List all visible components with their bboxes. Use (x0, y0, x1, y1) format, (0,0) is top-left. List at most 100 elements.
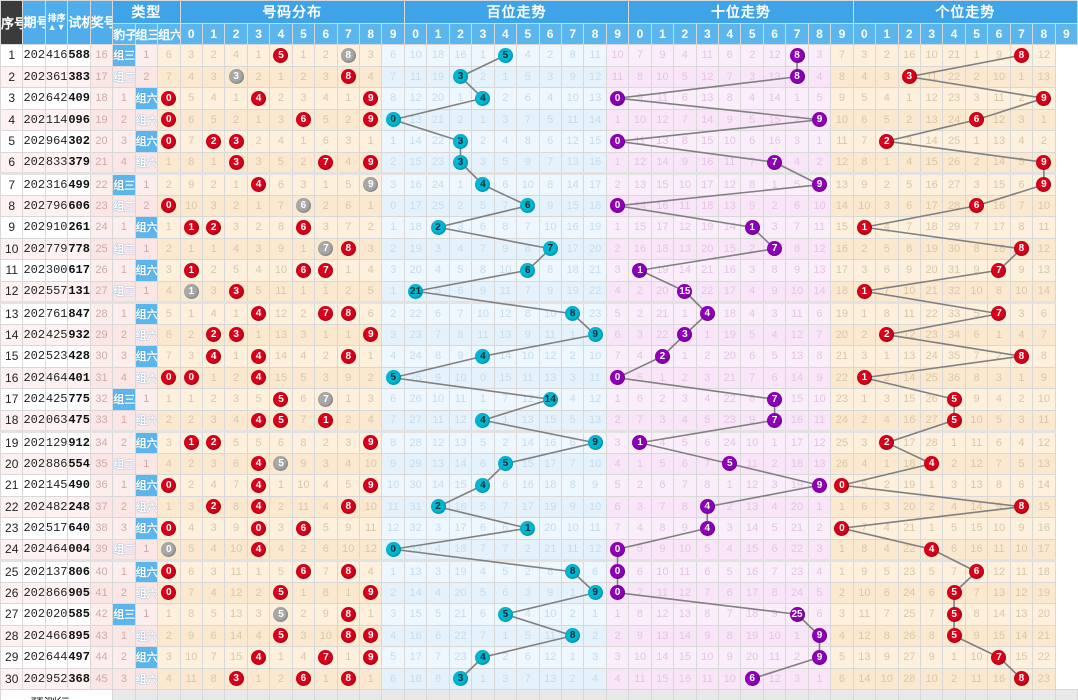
row-qihao[interactable]: 2025049 (22, 538, 46, 561)
prediction-cell-2[interactable] (157, 689, 181, 700)
prediction-cell-15[interactable] (448, 689, 473, 700)
header-ge-digit-5[interactable]: 5 (964, 23, 989, 45)
prediction-cell-40[interactable] (1009, 689, 1034, 700)
row-qihao[interactable]: 2025026 (22, 44, 46, 67)
sort-control[interactable]: 排序 ▲▼ (48, 13, 66, 32)
table-row[interactable]: 252025050137806401组六06311156784113319452… (0, 559, 1078, 583)
prediction-cell-41[interactable] (1032, 689, 1056, 700)
table-row[interactable]: 212025046145490361组六02474110459103014154… (0, 474, 1078, 497)
prediction-cell-14[interactable] (426, 689, 450, 700)
prediction-cell-24[interactable] (650, 689, 675, 700)
header-bai-digit-3[interactable]: 3 (471, 23, 495, 45)
header-bai-digit-8[interactable]: 8 (583, 23, 607, 45)
table-row[interactable]: 10202503577977825组三121143917832193479871… (0, 237, 1078, 260)
row-qihao[interactable]: 2025042 (22, 388, 46, 411)
row-qihao[interactable]: 2025048 (22, 517, 46, 540)
header-shi-digit-1[interactable]: 1 (650, 23, 675, 45)
prediction-cell-22[interactable] (605, 689, 630, 700)
header-shi-digit-6[interactable]: 6 (762, 23, 787, 45)
header-shi-digit-8[interactable]: 8 (807, 23, 832, 45)
prediction-cell-3[interactable] (179, 689, 203, 700)
table-row[interactable]: 20202504588655435组三142364593410929131465… (0, 452, 1078, 475)
table-row[interactable]: 292025054644497442组六31071541471951772342… (0, 646, 1078, 669)
row-qihao[interactable]: 2025029 (22, 108, 46, 131)
prediction-cell-7[interactable] (269, 689, 293, 700)
header-ge-digit-4[interactable]: 4 (942, 23, 966, 45)
table-row[interactable]: 182025043063475331组六22344571247271112411… (0, 409, 1078, 432)
prediction-cell-11[interactable] (358, 689, 383, 700)
row-qihao[interactable]: 2025037 (22, 280, 46, 303)
prediction-cell-42[interactable] (1054, 689, 1078, 700)
prediction-cell-8[interactable] (291, 689, 316, 700)
table-row[interactable]: 302025055952368453组六41183126181618831371… (0, 667, 1078, 690)
prediction-cell-4[interactable] (201, 689, 226, 700)
header-shi-digit-4[interactable]: 4 (717, 23, 742, 45)
prediction-cell-35[interactable] (897, 689, 921, 700)
row-qihao[interactable]: 2025047 (22, 495, 46, 518)
row-qihao[interactable]: 2025028 (22, 87, 46, 110)
prediction-cell-23[interactable] (628, 689, 652, 700)
header-sort[interactable]: 排序 ▲▼ (44, 0, 69, 45)
header-type-0[interactable]: 豹子 (112, 23, 136, 45)
header-dist-digit-0[interactable]: 0 (179, 23, 203, 45)
table-row[interactable]: 24202504946400439组三105410442610120334187… (0, 538, 1078, 561)
table-row[interactable]: 62025031833379214组六181335274921523335971… (0, 151, 1078, 174)
table-row[interactable]: 8202503379660623组三2010321762610172525769… (0, 194, 1078, 217)
prediction-cell-1[interactable] (134, 689, 159, 700)
header-dist-digit-6[interactable]: 6 (314, 23, 338, 45)
header-type-1[interactable]: 组三 (134, 23, 159, 45)
prediction-cell-29[interactable] (762, 689, 787, 700)
table-row[interactable]: 52025030964302203组六072324163111422324861… (0, 130, 1078, 153)
header-ge-digit-2[interactable]: 2 (897, 23, 921, 45)
table-row[interactable]: 112025036300617261组六31254106714320458106… (0, 259, 1078, 282)
header-shi-digit-3[interactable]: 3 (695, 23, 720, 45)
header-shi-digit-7[interactable]: 7 (785, 23, 809, 45)
prediction-row[interactable]: 预测行一 (0, 689, 1078, 700)
table-row[interactable]: 142025039425932292组六62231133119323781113… (0, 323, 1078, 346)
header-dist-digit-9[interactable]: 9 (381, 23, 405, 45)
row-qihao[interactable]: 2025051 (22, 581, 46, 604)
table-row[interactable]: 232025048517640383组六04390365911123231766… (0, 517, 1078, 540)
header-bai-digit-6[interactable]: 6 (538, 23, 562, 45)
row-qihao[interactable]: 2025027 (22, 65, 46, 88)
header-shi-digit-9[interactable]: 9 (830, 23, 854, 45)
row-qihao[interactable]: 2025040 (22, 345, 46, 368)
header-ge-digit-1[interactable]: 1 (875, 23, 899, 45)
prediction-cell-21[interactable] (583, 689, 607, 700)
prediction-cell-0[interactable] (112, 689, 136, 700)
row-qihao[interactable]: 2025030 (22, 130, 46, 153)
prediction-cell-9[interactable] (314, 689, 338, 700)
table-row[interactable]: 7202503231649922组三1292146315931624146108… (0, 172, 1078, 196)
header-dist-digit-7[interactable]: 7 (336, 23, 361, 45)
row-qihao[interactable]: 2025055 (22, 667, 46, 690)
prediction-cell-12[interactable] (381, 689, 405, 700)
prediction-cell-5[interactable] (224, 689, 248, 700)
header-dist-digit-3[interactable]: 3 (246, 23, 271, 45)
row-qihao[interactable]: 2025054 (22, 646, 46, 669)
table-row[interactable]: 1202502641658816组三1632415128361018161542… (0, 44, 1078, 67)
prediction-cell-6[interactable] (246, 689, 271, 700)
table-row[interactable]: 152025040523428303组六73414144281424894141… (0, 345, 1078, 368)
prediction-cell-13[interactable] (403, 689, 428, 700)
row-qihao[interactable]: 2025036 (22, 259, 46, 282)
header-bai-digit-9[interactable]: 9 (605, 23, 630, 45)
prediction-cell-34[interactable] (875, 689, 899, 700)
prediction-cell-38[interactable] (964, 689, 989, 700)
prediction-cell-16[interactable] (471, 689, 495, 700)
header-dist-digit-8[interactable]: 8 (358, 23, 383, 45)
row-qihao[interactable]: 2025038 (22, 301, 46, 325)
header-bai-digit-4[interactable]: 4 (493, 23, 518, 45)
header-shi-digit-2[interactable]: 2 (673, 23, 697, 45)
header-bai-digit-1[interactable]: 1 (426, 23, 450, 45)
header-bai-digit-0[interactable]: 0 (403, 23, 428, 45)
prediction-cell-18[interactable] (516, 689, 540, 700)
prediction-cell-39[interactable] (987, 689, 1011, 700)
header-dist-digit-5[interactable]: 5 (291, 23, 316, 45)
prediction-cell-26[interactable] (695, 689, 720, 700)
prediction-cell-28[interactable] (740, 689, 764, 700)
header-dist-digit-2[interactable]: 2 (224, 23, 248, 45)
table-row[interactable]: 282025053466895431组六29614453108941662271… (0, 624, 1078, 647)
row-qihao[interactable]: 2025050 (22, 559, 46, 583)
table-row[interactable]: 12202503755713127组三141335111125121569117… (0, 280, 1078, 303)
table-row[interactable]: 17202504242577532组三111235567136261011171… (0, 388, 1078, 411)
